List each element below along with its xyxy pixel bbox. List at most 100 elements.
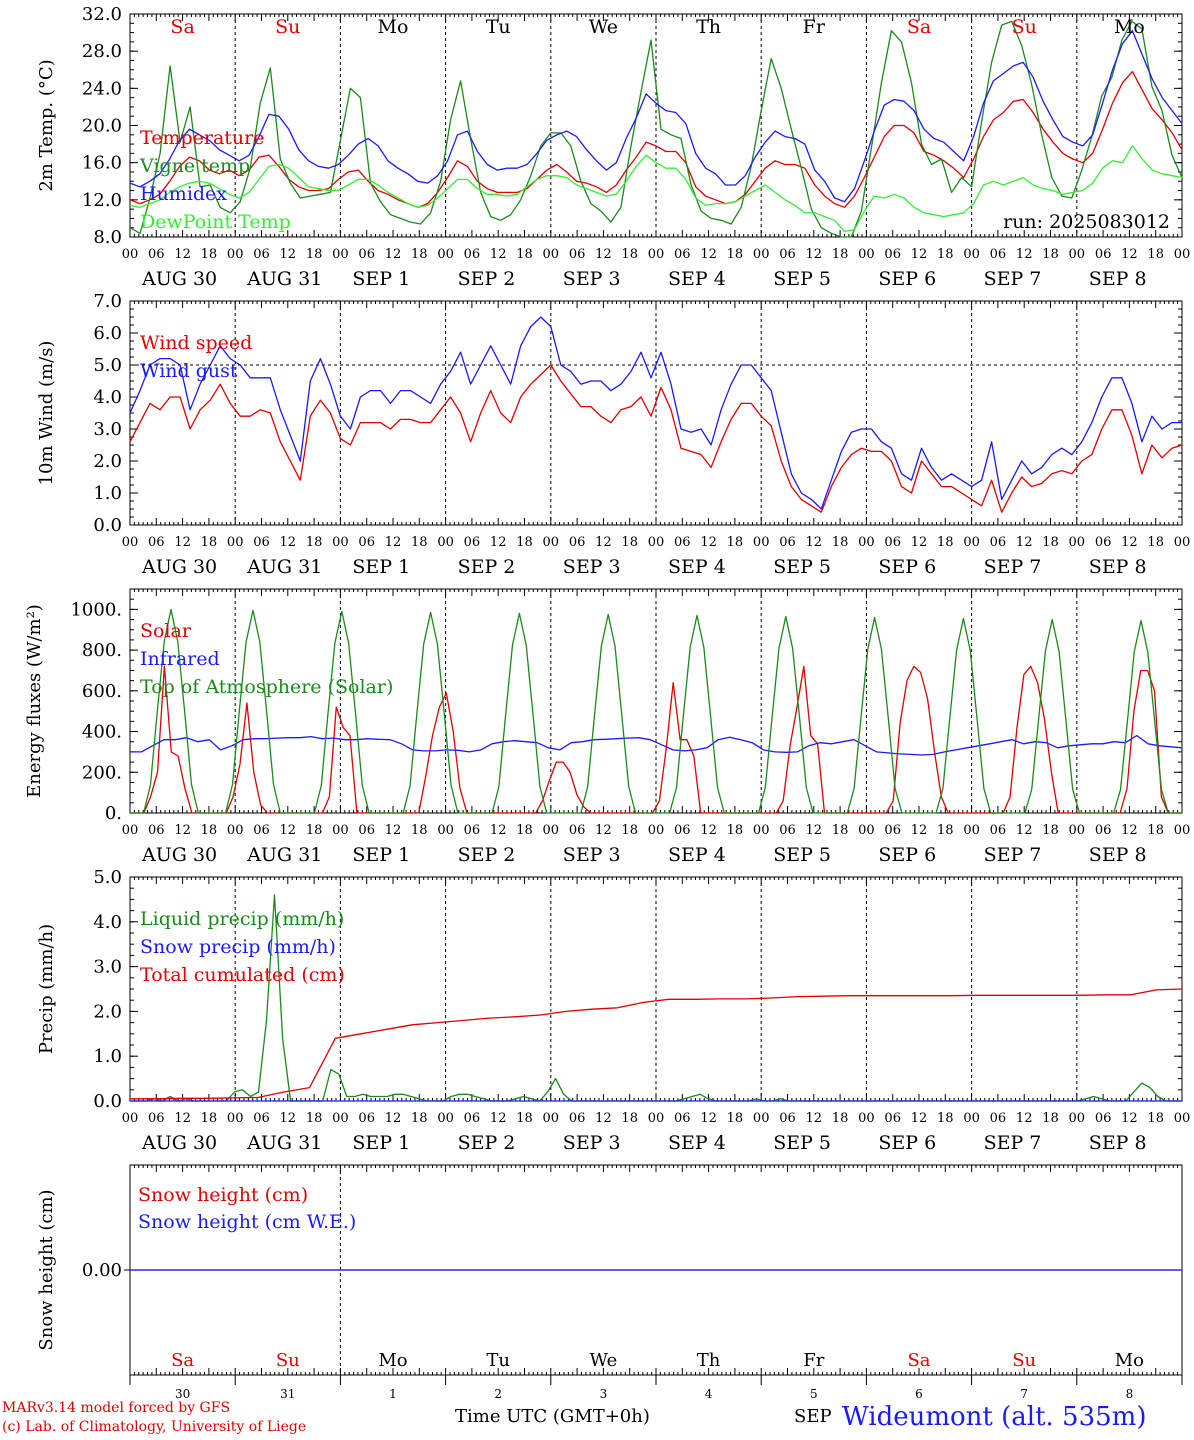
date-label: SEP 8	[1089, 1132, 1147, 1154]
day-of-week-label: Mo	[1114, 16, 1145, 38]
hour-tick-label: 00	[963, 1111, 980, 1126]
hour-tick-label: 18	[1147, 1111, 1164, 1126]
day-of-week-label: Su	[276, 1350, 300, 1371]
date-label: AUG 31	[246, 556, 322, 578]
hour-tick-label: 18	[201, 1111, 218, 1126]
hour-tick-label: 00	[543, 535, 560, 550]
hour-tick-label: 06	[990, 823, 1007, 838]
date-label: SEP 1	[352, 268, 410, 290]
hour-tick-label: 12	[174, 535, 191, 550]
y-tick-label: 5.0	[93, 867, 122, 888]
date-label: SEP 5	[773, 556, 831, 578]
hour-tick-label: 00	[858, 535, 875, 550]
y-tick-label: 0.00	[82, 1260, 122, 1281]
y-tick-label: 5.0	[93, 355, 122, 376]
day-of-week-label: Fr	[803, 16, 826, 38]
hour-tick-label: 06	[779, 247, 796, 262]
hour-tick-label: 00	[543, 247, 560, 262]
y-tick-label: 20.0	[82, 116, 122, 137]
day-of-week-label: Su	[275, 16, 300, 38]
day-number-label: 3	[600, 1387, 608, 1401]
month-label: SEP	[794, 1406, 832, 1427]
legend-entry: Wind speed	[140, 332, 252, 354]
y-tick-label: 1.0	[93, 1046, 122, 1067]
y-tick-label: 600.	[82, 681, 122, 702]
y-tick-label: 0.	[105, 803, 122, 824]
hour-tick-label: 12	[806, 1111, 823, 1126]
hour-tick-label: 00	[1174, 535, 1191, 550]
hour-tick-label: 06	[148, 1111, 165, 1126]
hour-tick-label: 12	[595, 535, 612, 550]
date-label: SEP 3	[563, 268, 621, 290]
hour-tick-label: 06	[1095, 1111, 1112, 1126]
date-label: SEP 2	[458, 844, 516, 866]
hour-tick-label: 18	[621, 247, 638, 262]
hour-tick-label: 06	[358, 247, 375, 262]
hour-tick-label: 00	[227, 823, 244, 838]
hour-tick-label: 06	[990, 247, 1007, 262]
hour-tick-label: 00	[437, 823, 454, 838]
hour-tick-label: 06	[1095, 247, 1112, 262]
hour-tick-label: 12	[1016, 823, 1033, 838]
hour-tick-label: 18	[1147, 247, 1164, 262]
hour-tick-label: 18	[937, 823, 954, 838]
hour-tick-label: 12	[911, 1111, 928, 1126]
date-label: SEP 6	[878, 844, 936, 866]
hour-tick-label: 18	[1042, 823, 1059, 838]
hour-tick-label: 18	[411, 823, 428, 838]
hour-tick-label: 06	[148, 823, 165, 838]
hour-tick-label: 00	[437, 247, 454, 262]
hour-tick-label: 18	[727, 1111, 744, 1126]
hour-tick-label: 06	[464, 823, 481, 838]
date-label: SEP 8	[1089, 268, 1147, 290]
hour-tick-label: 06	[674, 1111, 691, 1126]
hour-tick-label: 18	[306, 535, 323, 550]
hour-tick-label: 12	[700, 823, 717, 838]
day-of-week-label: We	[589, 16, 618, 38]
day-number-label: 8	[1126, 1387, 1134, 1401]
model-credit: MARv3.14 model forced by GFS	[2, 1400, 231, 1416]
date-label: SEP 4	[668, 556, 726, 578]
hour-tick-label: 00	[753, 247, 770, 262]
hour-tick-label: 18	[832, 1111, 849, 1126]
plot-frame	[129, 300, 1183, 526]
date-label: SEP 6	[878, 268, 936, 290]
panel-2: 7.0 6.0 5.0 4.0 3.0 2.0 1.0 0.0 10m Wind (m/s) Wi…	[36, 291, 1190, 578]
hour-tick-label: 06	[358, 1111, 375, 1126]
series-line-wind-speed	[129, 364, 1183, 513]
date-label: SEP 1	[352, 1132, 410, 1154]
hour-tick-label: 18	[937, 1111, 954, 1126]
hour-tick-label: 00	[122, 535, 139, 550]
hour-tick-label: 00	[227, 1111, 244, 1126]
hour-tick-label: 00	[1069, 247, 1086, 262]
hour-tick-label: 06	[884, 1111, 901, 1126]
date-label: SEP 5	[773, 844, 831, 866]
hour-tick-label: 18	[201, 823, 218, 838]
hour-tick-label: 12	[911, 823, 928, 838]
hour-tick-label: 06	[464, 247, 481, 262]
lab-credit: (c) Lab. of Climatology, University of L…	[2, 1419, 307, 1435]
hour-tick-label: 06	[884, 823, 901, 838]
hour-tick-label: 00	[332, 247, 349, 262]
hour-tick-label: 18	[1042, 247, 1059, 262]
hour-tick-label: 18	[1042, 1111, 1059, 1126]
y-tick-label: 0.0	[93, 515, 122, 536]
hour-tick-label: 12	[700, 535, 717, 550]
hour-tick-label: 06	[253, 535, 270, 550]
hour-tick-label: 00	[227, 535, 244, 550]
y-tick-label: 4.0	[93, 912, 122, 933]
y-tick-label: 200.	[82, 762, 122, 783]
legend-entry: Temperature	[140, 127, 264, 149]
y-tick-label: 28.0	[82, 41, 122, 62]
plot-frame	[129, 588, 1183, 814]
hour-tick-label: 12	[1121, 535, 1138, 550]
hour-tick-label: 06	[569, 535, 586, 550]
y-axis-label: Snow height (cm)	[36, 1189, 57, 1350]
y-tick-label: 12.0	[82, 190, 122, 211]
legend-entry: Top of Atmosphere (Solar)	[140, 676, 393, 698]
hour-tick-label: 06	[779, 535, 796, 550]
hour-tick-label: 00	[753, 535, 770, 550]
hour-tick-label: 12	[911, 247, 928, 262]
hour-tick-label: 06	[569, 1111, 586, 1126]
